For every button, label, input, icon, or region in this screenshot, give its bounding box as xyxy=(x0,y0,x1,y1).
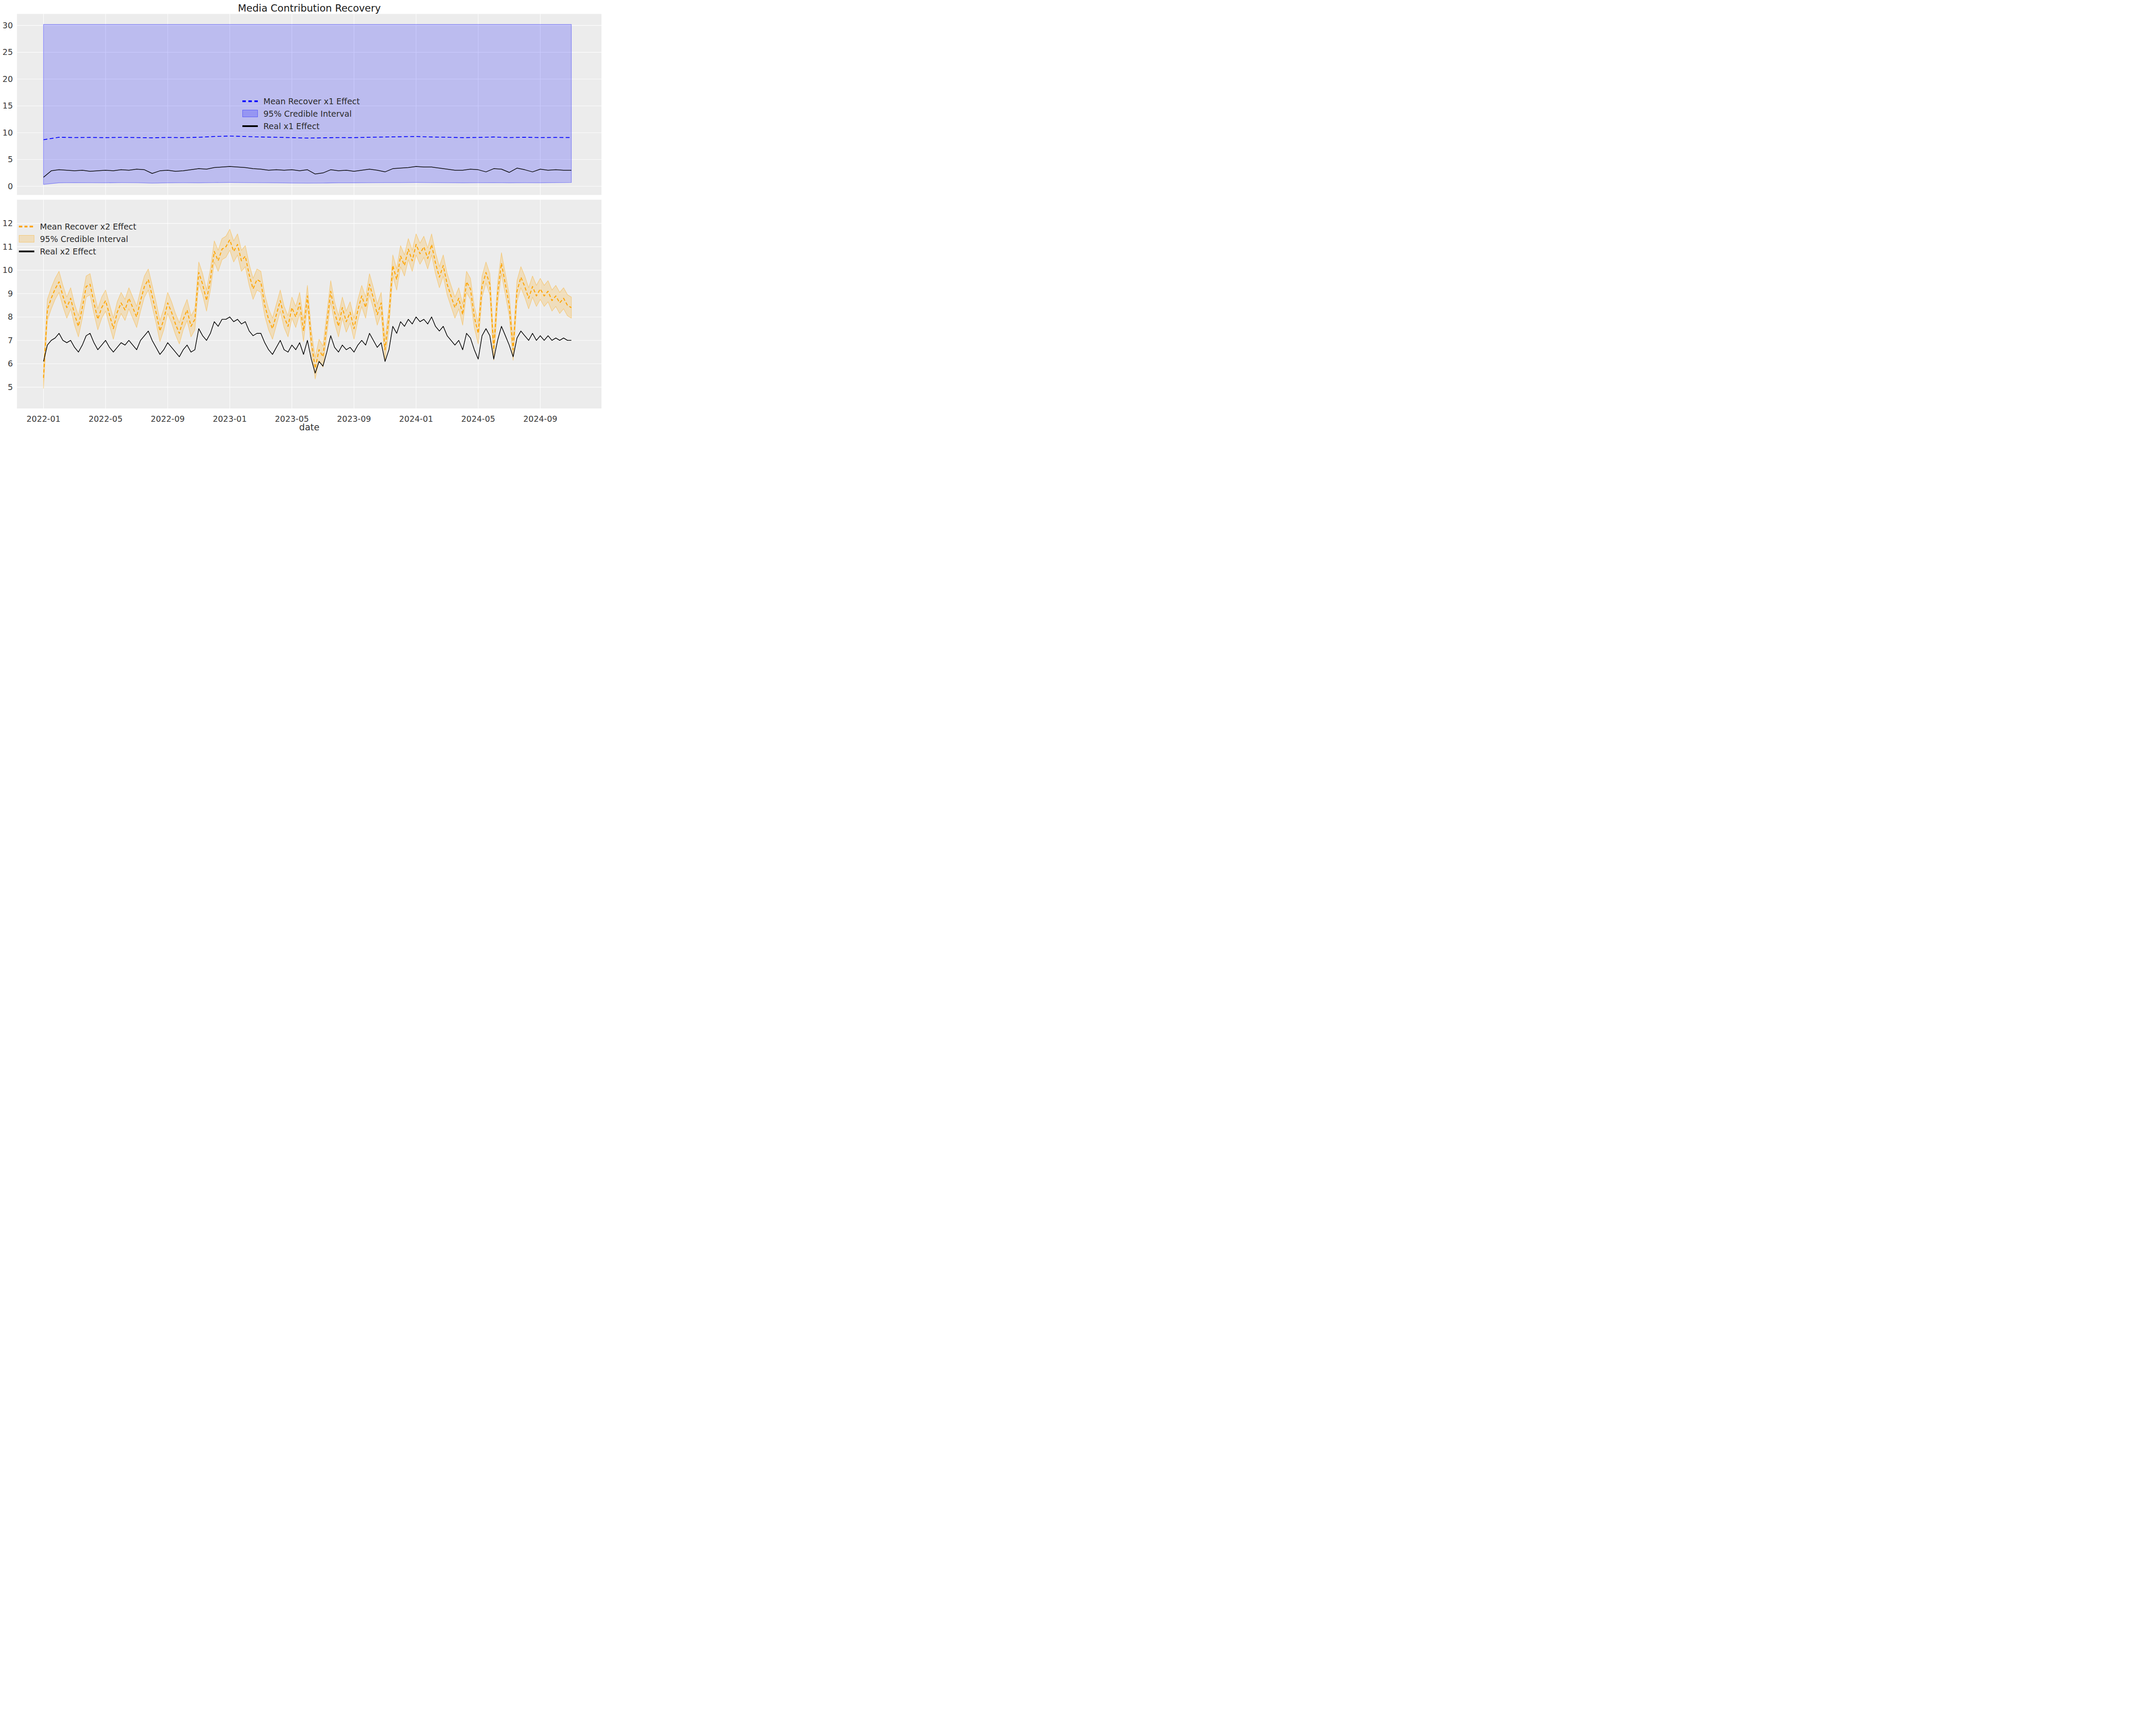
interval-patch-swatch xyxy=(19,235,34,242)
legend-item-label: Mean Recover x2 Effect xyxy=(40,222,136,231)
legend-item: Real x2 Effect xyxy=(19,245,136,257)
solid-line-swatch xyxy=(242,125,258,127)
dashed-line-swatch xyxy=(19,226,34,227)
y-tick-label: 10 xyxy=(3,128,13,137)
legend-item: Mean Recover x1 Effect xyxy=(242,95,360,107)
legend-item-label: Real x1 Effect xyxy=(263,121,320,131)
legend-item-label: Real x2 Effect xyxy=(40,247,96,256)
y-tick-label: 20 xyxy=(3,74,13,84)
legend-x2: Mean Recover x2 Effect 95% Credible Inte… xyxy=(19,220,136,257)
legend-item-label: 95% Credible Interval xyxy=(40,234,128,244)
y-tick-label: 7 xyxy=(8,336,13,345)
y-tick-label: 5 xyxy=(8,154,13,164)
legend-x1: Mean Recover x1 Effect 95% Credible Inte… xyxy=(242,95,360,132)
y-tick-label: 11 xyxy=(3,242,13,251)
y-tick-label: 8 xyxy=(8,312,13,321)
legend-item: Real x1 Effect xyxy=(242,120,360,132)
legend-item: 95% Credible Interval xyxy=(242,107,360,120)
interval-patch-swatch xyxy=(242,110,258,117)
x-axis-label: date xyxy=(17,422,601,432)
legend-item: 95% Credible Interval xyxy=(19,233,136,245)
dashed-line-swatch xyxy=(242,100,258,102)
legend-item-label: Mean Recover x1 Effect xyxy=(263,97,360,106)
y-tick-label: 25 xyxy=(3,47,13,57)
y-tick-label: 9 xyxy=(8,289,13,298)
figure-canvas: 051015202530567891011122022-012022-05202… xyxy=(0,0,606,434)
legend-item: Mean Recover x2 Effect xyxy=(19,220,136,233)
y-tick-label: 30 xyxy=(3,21,13,30)
legend-item-label: 95% Credible Interval xyxy=(263,109,352,118)
y-tick-label: 6 xyxy=(8,359,13,368)
y-tick-label: 0 xyxy=(8,181,13,191)
y-tick-label: 10 xyxy=(3,265,13,275)
y-tick-label: 5 xyxy=(8,382,13,392)
solid-line-swatch xyxy=(19,251,34,252)
y-tick-label: 15 xyxy=(3,101,13,110)
y-tick-label: 12 xyxy=(3,218,13,228)
